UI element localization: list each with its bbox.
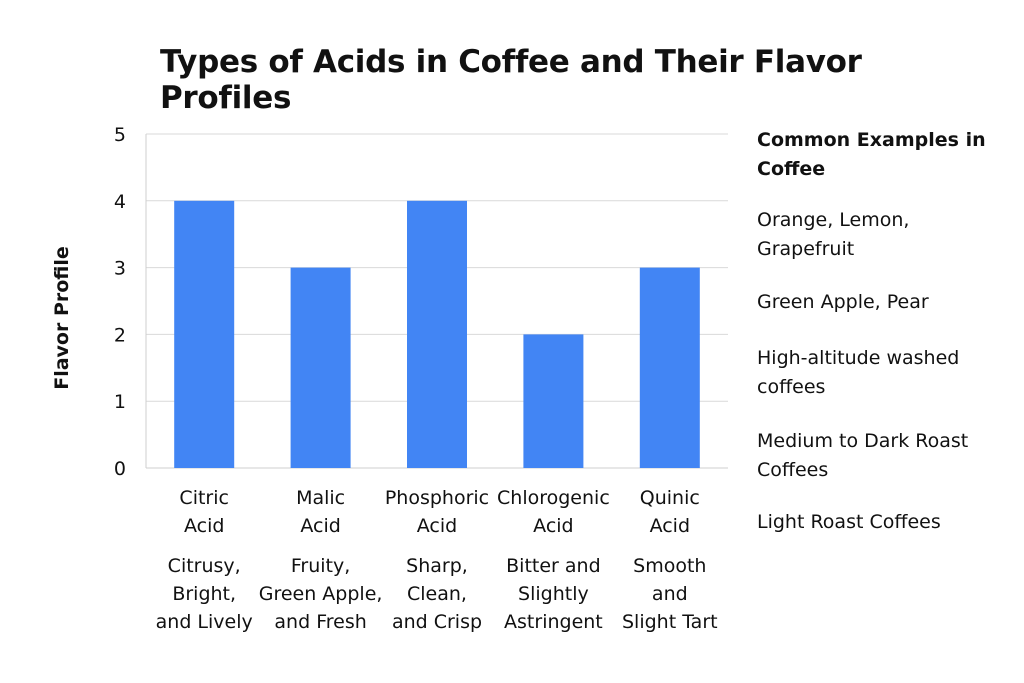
x-tick-label-2-0: Phosphoric [385, 487, 489, 509]
bar-4 [639, 267, 700, 468]
bar-description-4-1: and [652, 583, 688, 605]
legend-item-chlorogenic: Medium to Dark Roast Coffees [757, 430, 969, 481]
bar-description-3-2: Astringent [504, 611, 603, 633]
x-tick-label-1-1: Acid [300, 515, 340, 537]
x-tick-label-3-1: Acid [533, 515, 573, 537]
bar-description-4-2: Slight Tart [622, 611, 718, 633]
bar-description-1-1: Green Apple, [259, 583, 383, 605]
legend-title: Common Examples in Coffee [757, 129, 986, 180]
bar-description-0-1: Bright, [172, 583, 236, 605]
x-tick-label-0-1: Acid [184, 515, 224, 537]
y-tick-label-2: 2 [114, 324, 126, 346]
legend-item-quinic: Light Roast Coffees [757, 511, 941, 533]
legend-item-phosphoric: High-altitude washed coffees [757, 347, 960, 398]
bar-description-0-2: and Lively [156, 611, 253, 633]
y-tick-label-3: 3 [114, 258, 126, 280]
bar-description-0-0: Citrusy, [168, 555, 241, 577]
bar-0 [174, 200, 235, 469]
x-tick-label-4-0: Quinic [640, 487, 700, 509]
y-tick-label-5: 5 [114, 124, 126, 146]
y-tick-label-4: 4 [114, 191, 126, 213]
examples-legend: Common Examples in Coffee Orange, Lemon,… [757, 126, 1017, 537]
y-axis-label: Flavor Profile [51, 246, 73, 390]
bar-3 [523, 334, 584, 468]
bar-description-3-0: Bitter and [506, 555, 601, 577]
x-tick-label-0-0: Citric [179, 487, 229, 509]
bar-2 [407, 200, 467, 469]
bar-description-2-2: and Crisp [392, 611, 482, 633]
x-tick-label-2-1: Acid [417, 515, 457, 537]
y-tick-label-0: 0 [114, 458, 126, 480]
bar-description-2-0: Sharp, [406, 555, 468, 577]
y-tick-label-1: 1 [114, 391, 126, 413]
legend-item-malic: Green Apple, Pear [757, 291, 929, 313]
legend-item-citric: Orange, Lemon, Grapefruit [757, 209, 910, 260]
bar-description-2-1: Clean, [407, 583, 467, 605]
bar-description-1-2: and Fresh [274, 611, 366, 633]
x-tick-label-4-1: Acid [650, 515, 690, 537]
bar-description-4-0: Smooth [633, 555, 706, 577]
chart-title: Types of Acids in Coffee and Their Flavo… [160, 44, 862, 116]
bar-description-1-0: Fruity, [291, 555, 350, 577]
x-tick-label-3-0: Chlorogenic [497, 487, 610, 509]
x-tick-label-1-0: Malic [296, 487, 345, 509]
bar-1 [290, 267, 351, 468]
bar-description-3-1: Slightly [518, 583, 589, 605]
